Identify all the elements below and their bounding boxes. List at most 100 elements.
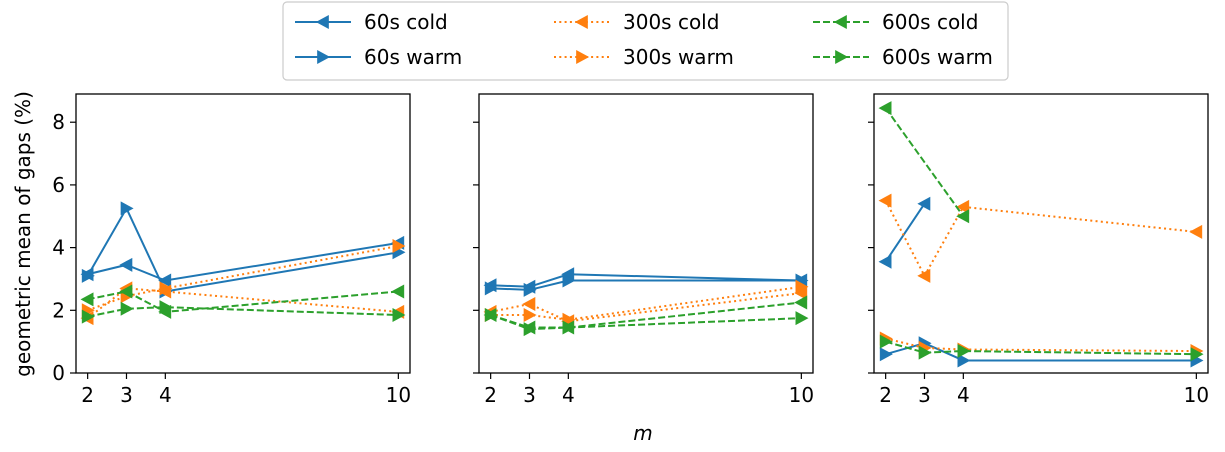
series-line (884, 107, 965, 217)
y-tick-label: 6 (52, 173, 65, 197)
x-axis-label: m (633, 421, 652, 445)
legend-label: 60s cold (364, 10, 448, 34)
series-line (885, 342, 1197, 362)
data-point (522, 297, 536, 312)
data-point (120, 301, 134, 316)
series-600s-warm (81, 300, 406, 324)
data-point (878, 193, 892, 208)
data-point (484, 281, 498, 296)
data-point (917, 268, 931, 283)
series-line (885, 337, 1197, 353)
x-tick-label: 3 (918, 383, 931, 407)
data-point (1189, 224, 1203, 239)
legend-marker (315, 14, 329, 30)
data-point (562, 273, 576, 288)
legend-marker (317, 49, 331, 65)
data-point (119, 257, 133, 272)
x-tick-label: 10 (1184, 383, 1209, 407)
legend-marker (835, 49, 849, 65)
legend-label: 60s warm (364, 45, 462, 69)
legend-label: 600s cold (882, 10, 978, 34)
data-point (523, 308, 537, 323)
legend-entry: 60s cold (295, 10, 448, 34)
legend-entry: 300s warm (554, 45, 734, 69)
series-line (490, 314, 802, 331)
data-point (523, 322, 537, 337)
data-point (119, 284, 133, 299)
legend-marker (576, 49, 590, 65)
series-600s-warm (879, 334, 1204, 362)
series-600s-cold (80, 284, 405, 319)
legend-entry: 600s warm (813, 45, 993, 69)
data-point (918, 345, 932, 360)
data-point (562, 320, 576, 335)
legend: 60s cold 60s warm 300s cold 300s warm 600s c… (282, 1, 1009, 81)
panel-frame (478, 93, 814, 374)
series-line (885, 340, 1197, 356)
panel-frame (873, 93, 1209, 374)
series-line (884, 203, 926, 263)
data-point (957, 353, 971, 368)
data-point (878, 254, 892, 269)
y-tick-label: 0 (52, 361, 65, 385)
series-600s-warm (484, 308, 809, 337)
x-tick-label: 10 (386, 383, 411, 407)
series-line (87, 290, 399, 313)
data-point (956, 209, 970, 224)
data-point (391, 284, 405, 299)
data-point (523, 282, 537, 297)
legend-label: 300s cold (623, 10, 719, 34)
panel-2: 2 3 4 10 (473, 93, 814, 407)
x-tick-label: 2 (81, 383, 94, 407)
x-tick-label: 3 (523, 383, 536, 407)
series-line (884, 200, 1197, 278)
data-point (956, 199, 970, 214)
x-tick-label: 3 (120, 383, 133, 407)
data-point (878, 101, 892, 116)
data-point (484, 308, 498, 323)
data-point (159, 300, 173, 315)
panel-frame (75, 93, 411, 374)
x-tick-label: 4 (957, 383, 970, 407)
y-tick-label: 4 (52, 236, 65, 260)
panel-3: 2 3 4 10 (868, 93, 1209, 407)
data-point (81, 268, 95, 283)
series-600s-cold (878, 101, 970, 224)
data-point (158, 273, 172, 288)
series-300s-cold (878, 193, 1203, 283)
series-line (87, 306, 399, 318)
data-point (795, 311, 809, 326)
data-point (392, 308, 406, 323)
x-tick-label: 10 (789, 383, 814, 407)
data-point (795, 279, 809, 294)
y-tick-label: 2 (52, 298, 65, 322)
y-tick-label: 8 (52, 110, 65, 134)
data-point (917, 196, 931, 211)
data-point (120, 201, 134, 216)
data-point (957, 344, 971, 359)
data-point (1190, 347, 1204, 362)
series-line (490, 279, 802, 291)
data-point (879, 347, 893, 362)
data-point (794, 295, 808, 310)
data-point (81, 309, 95, 324)
legend-entry: 60s warm (295, 45, 462, 69)
x-tick-label: 2 (879, 383, 892, 407)
series-line (490, 301, 802, 329)
series-line (87, 241, 399, 282)
series-line (490, 285, 802, 321)
series-60s-cold (878, 196, 931, 269)
data-point (80, 292, 94, 307)
series-line (490, 273, 802, 288)
legend-label: 300s warm (623, 45, 734, 69)
data-point (159, 281, 173, 296)
legend-entry: 600s cold (813, 10, 978, 34)
data-point (879, 334, 893, 349)
x-tick-label: 4 (562, 383, 575, 407)
series-line (490, 292, 802, 323)
data-point (392, 239, 406, 254)
legend-marker (833, 14, 847, 30)
legend-label: 600s warm (882, 45, 993, 69)
